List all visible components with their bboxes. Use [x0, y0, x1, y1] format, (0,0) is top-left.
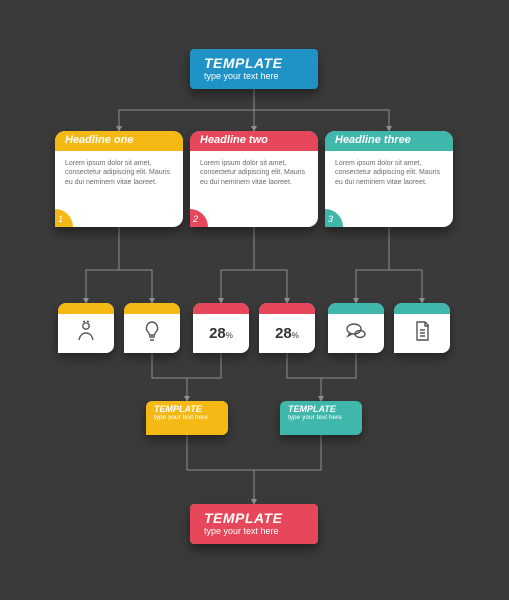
card-number-badge: 3	[325, 209, 343, 227]
bottom-title: TEMPLATE	[204, 510, 304, 526]
percent-value: 28%	[275, 325, 299, 342]
percent-tile-3: 28%	[193, 303, 249, 353]
card-headline: Headline three	[325, 131, 453, 151]
card-headline: Headline two	[190, 131, 318, 151]
card-body: Lorem ipsum dolor sit amet, consectetur …	[55, 151, 183, 191]
chip-subtitle: type your text here	[288, 414, 362, 421]
template-chip-2: TEMPLATEtype your text here	[280, 401, 362, 435]
person-icon	[74, 319, 98, 348]
card-body: Lorem ipsum dolor sit amet, consectetur …	[190, 151, 318, 191]
card-headline: Headline one	[55, 131, 183, 151]
card-number-badge: 1	[55, 209, 73, 227]
card-body: Lorem ipsum dolor sit amet, consectetur …	[325, 151, 453, 191]
template-chip-1: TEMPLATEtype your text here	[146, 401, 228, 435]
person-tile	[58, 303, 114, 353]
bulb-tile	[124, 303, 180, 353]
top-banner: TEMPLATE type your text here	[190, 49, 318, 89]
chip-title: TEMPLATE	[154, 404, 228, 414]
doc-tile	[394, 303, 450, 353]
top-subtitle: type your text here	[204, 71, 304, 81]
doc-icon	[410, 319, 434, 348]
headline-card-2: Headline twoLorem ipsum dolor sit amet, …	[190, 131, 318, 227]
bottom-banner: TEMPLATE type your text here	[190, 504, 318, 544]
flowchart-canvas: TEMPLATE type your text here Headline on…	[0, 0, 509, 600]
percent-value: 28%	[209, 325, 233, 342]
percent-tile-4: 28%	[259, 303, 315, 353]
bulb-icon	[140, 319, 164, 348]
headline-card-3: Headline threeLorem ipsum dolor sit amet…	[325, 131, 453, 227]
top-title: TEMPLATE	[204, 55, 304, 71]
chat-icon	[344, 319, 368, 348]
headline-card-1: Headline oneLorem ipsum dolor sit amet, …	[55, 131, 183, 227]
chip-title: TEMPLATE	[288, 404, 362, 414]
chip-subtitle: type your text here	[154, 414, 228, 421]
card-number-badge: 2	[190, 209, 208, 227]
bottom-subtitle: type your text here	[204, 526, 304, 536]
chat-tile	[328, 303, 384, 353]
